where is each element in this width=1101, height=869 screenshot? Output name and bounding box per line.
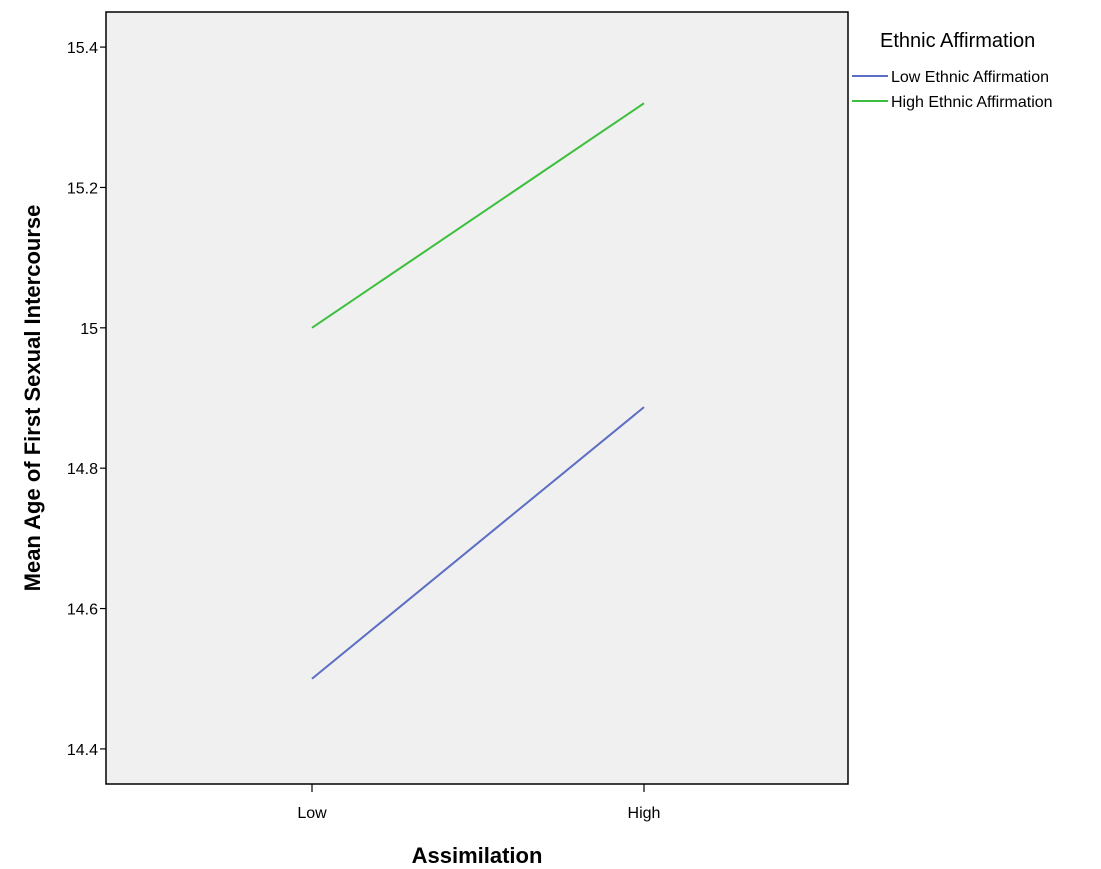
legend-title: Ethnic Affirmation	[880, 30, 1035, 52]
plot-area	[105, 11, 849, 785]
series-line-high-ethnic-affirmation	[311, 102, 645, 329]
series-line-low-ethnic-affirmation	[311, 406, 645, 680]
y-axis-title: Mean Age of First Sexual Intercourse	[20, 205, 45, 592]
y-tick-label: 15.2	[67, 180, 98, 197]
y-tick-label: 14.6	[67, 602, 98, 619]
y-axis: 14.4 14.6 14.8 15 15.2 15.4	[67, 40, 106, 759]
x-axis: Low High	[297, 784, 660, 822]
x-axis-title: Assimilation	[412, 843, 543, 868]
legend-label: High Ethnic Affirmation	[891, 94, 1053, 111]
y-tick-label: 14.4	[67, 742, 98, 759]
y-tick-label: 14.8	[67, 461, 98, 478]
series-lines	[311, 102, 645, 680]
x-tick-label: Low	[297, 805, 327, 822]
y-tick-label: 15.4	[67, 40, 98, 57]
legend: Low Ethnic Affirmation High Ethnic Affirm…	[852, 69, 1053, 111]
legend-label: Low Ethnic Affirmation	[891, 69, 1049, 86]
x-tick-label: High	[628, 805, 661, 822]
y-tick-label: 15	[80, 321, 98, 338]
